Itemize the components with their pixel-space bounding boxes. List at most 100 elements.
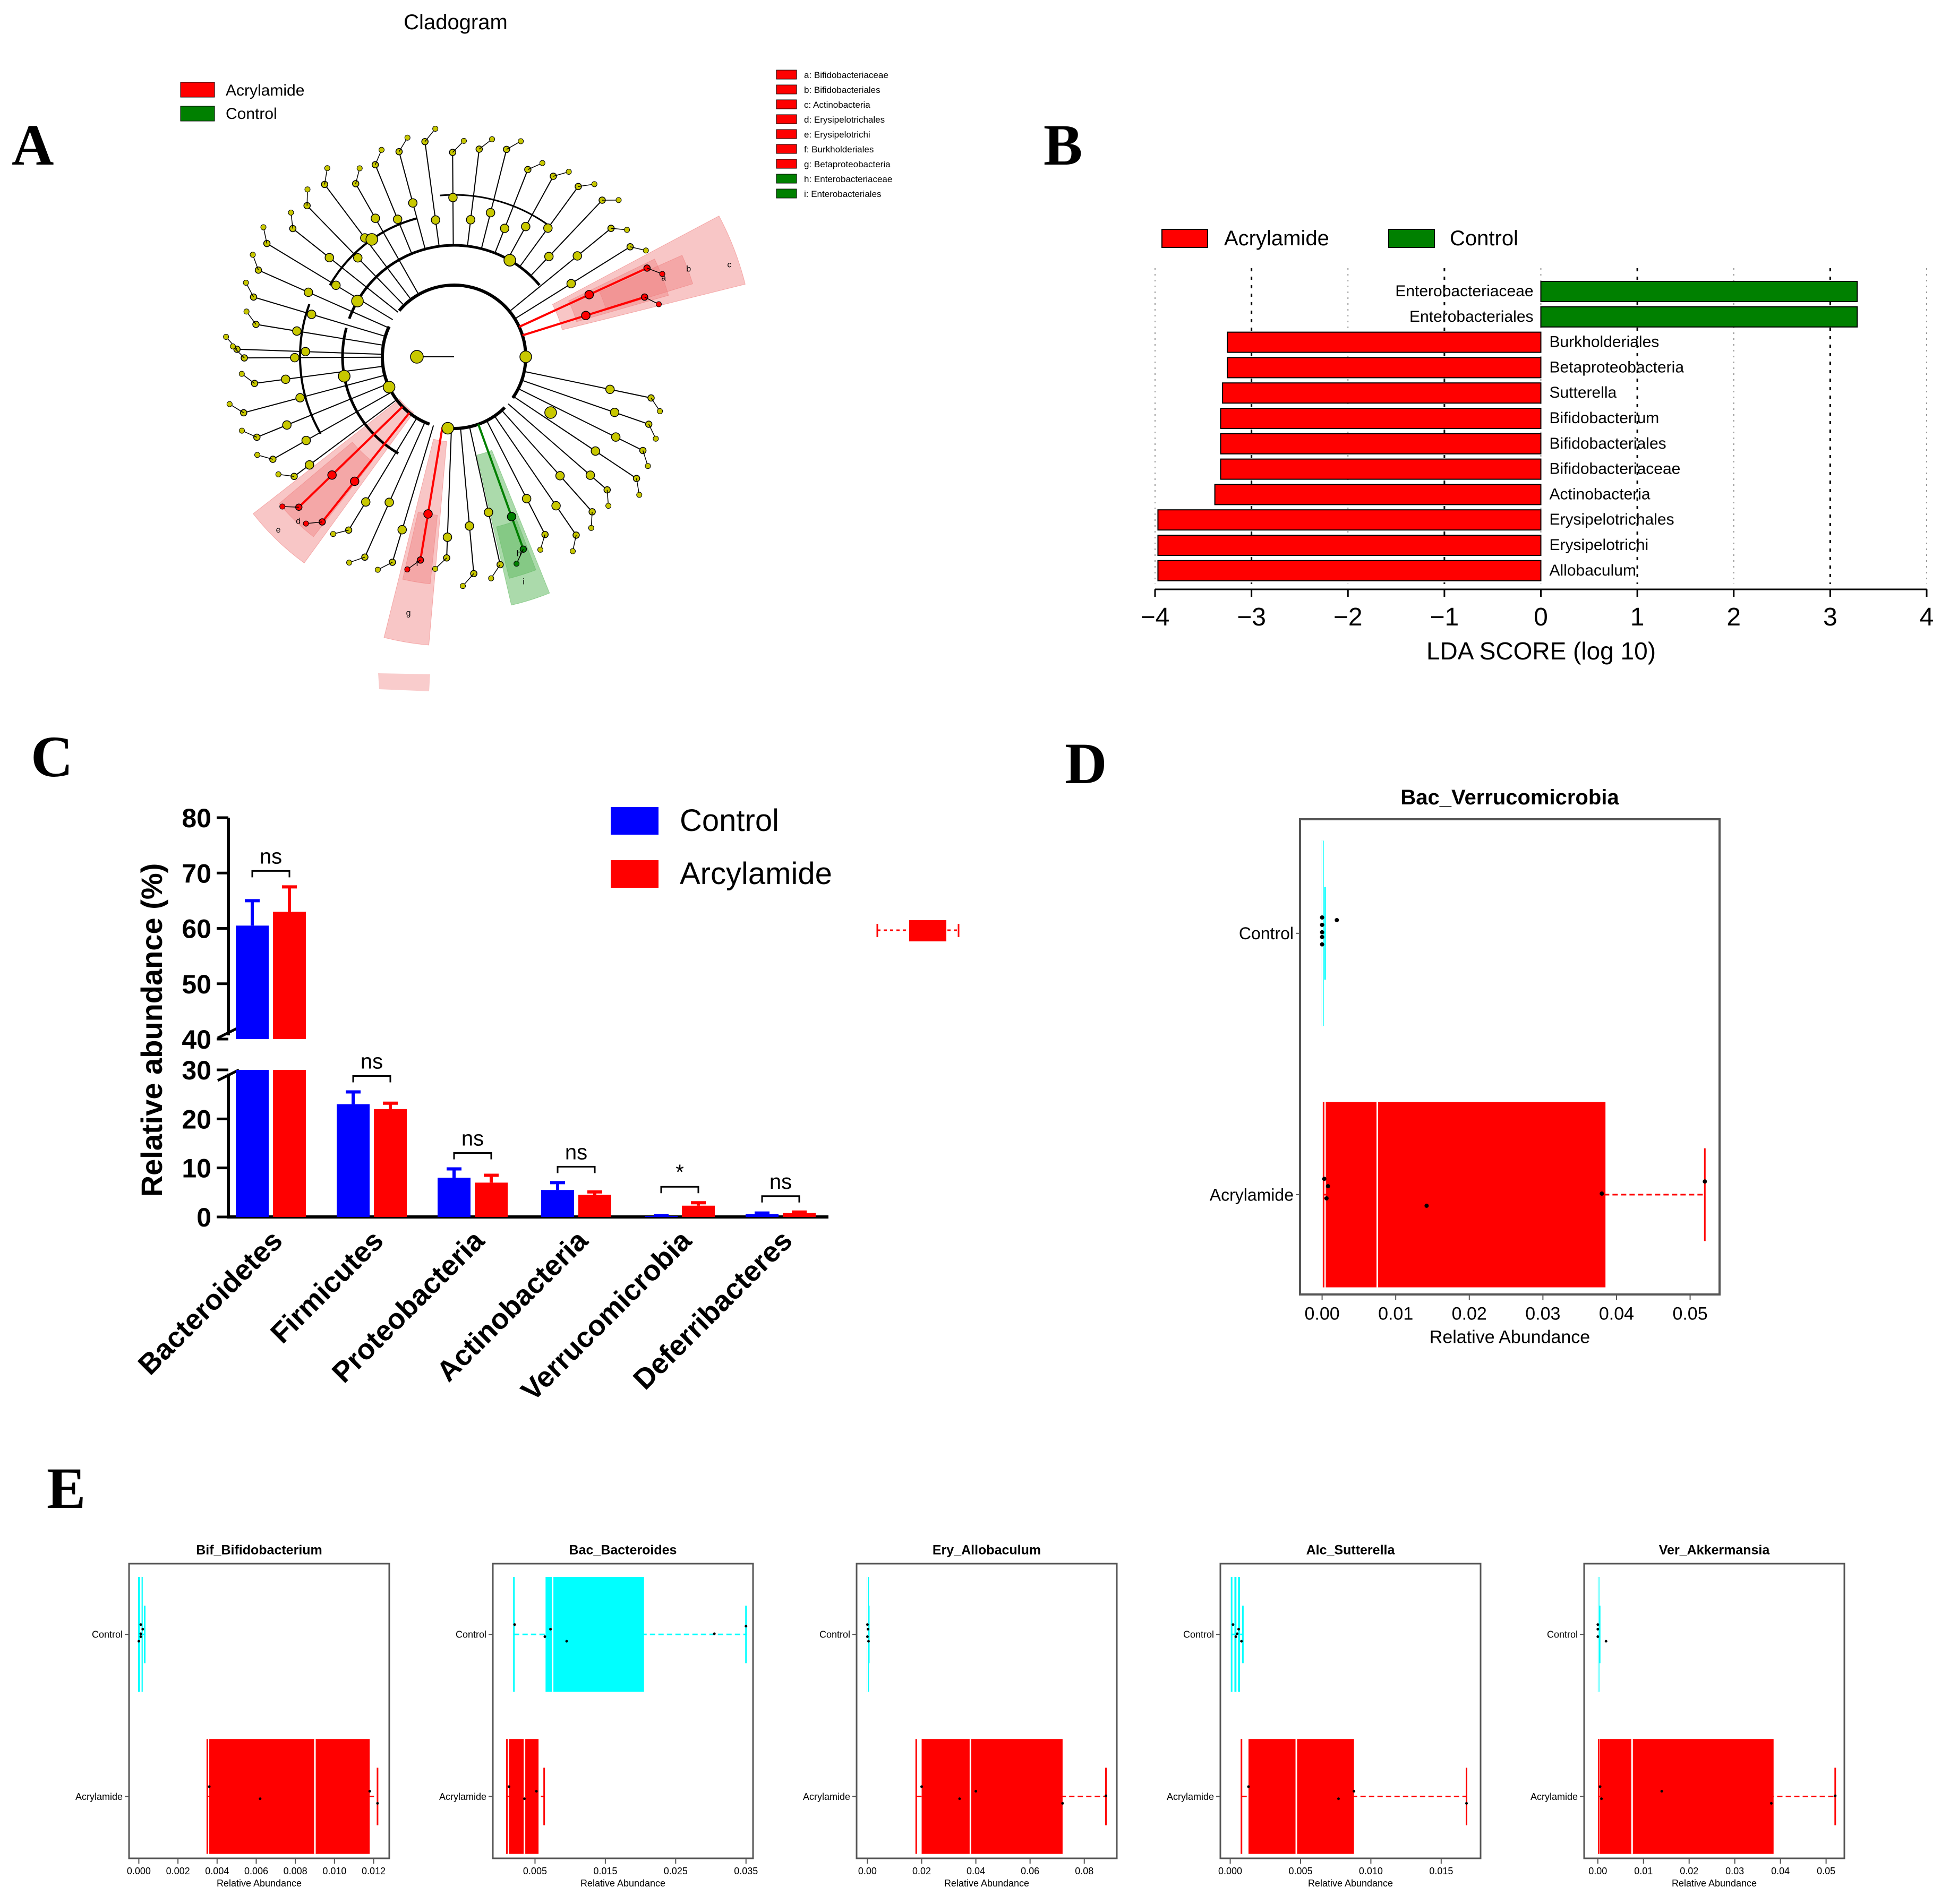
- boxplot-x-tick-label: 0.000: [127, 1866, 151, 1876]
- lda-x-tick-label: −4: [1141, 603, 1170, 631]
- taxa-key-label: c: Actinobacteria: [804, 100, 870, 110]
- lda-x-tick-label: 3: [1823, 603, 1837, 631]
- boxplot-point: [1604, 1640, 1607, 1643]
- boxplot-group-label: Acrylamide: [1210, 1185, 1294, 1204]
- cladogram-node: [295, 393, 305, 402]
- cladogram-leaf: [404, 566, 411, 572]
- boxplot-point: [1335, 917, 1339, 922]
- taxa-key-label: e: Erysipelotrichi: [804, 130, 870, 140]
- cladogram-node: [303, 287, 313, 297]
- cladogram-node: [585, 470, 595, 480]
- cladogram-node: [448, 193, 458, 202]
- cladogram-leaf: [346, 560, 353, 566]
- lda-bar-label: Actinobacteria: [1550, 485, 1651, 503]
- boxplot-point: [507, 1785, 510, 1788]
- panel-label-b: B: [1044, 113, 1082, 177]
- panel-label-a: A: [12, 113, 54, 177]
- abundance-category-label: Verrucomicrobia: [515, 1224, 698, 1406]
- cladogram-branch: [460, 428, 475, 574]
- lda-x-tick-label: −3: [1237, 603, 1266, 631]
- lda-x-tick-label: 0: [1534, 603, 1548, 631]
- boxplot-x-tick-label: 0.08: [1075, 1866, 1093, 1876]
- taxa-key-swatch: [776, 114, 797, 124]
- lda-x-tick-label: 2: [1726, 603, 1741, 631]
- boxplot-x-tick-label: 0.04: [1771, 1866, 1790, 1876]
- taxa-key-label: b: Bifidobacteriales: [804, 85, 880, 95]
- boxplot-x-axis-label: Relative Abundance: [1430, 1327, 1590, 1348]
- abundance-significance-label: ns: [260, 845, 282, 868]
- boxplot-group-label: Acrylamide: [439, 1791, 486, 1802]
- cladogram-leaf: [615, 197, 622, 203]
- boxplot-group-label: Control: [819, 1629, 850, 1640]
- boxplot-point: [1234, 1635, 1237, 1639]
- cladogram-node: [544, 406, 557, 419]
- abundance-bar: [541, 1190, 574, 1217]
- cladogram-leaf: [239, 427, 245, 434]
- boxplot-point: [1324, 1196, 1329, 1201]
- taxa-key-swatch: [776, 70, 797, 80]
- cladogram-branch: [243, 374, 385, 414]
- boxplot-x-tick-label: 0.010: [322, 1866, 346, 1876]
- boxplot-point: [1834, 1794, 1837, 1797]
- boxplot-point: [1353, 1790, 1356, 1793]
- boxplot-title: Bac_Bacteroides: [569, 1543, 677, 1558]
- boxplot-x-tick-label: 0.010: [1359, 1866, 1383, 1876]
- abundance-legend-control: Control: [680, 803, 779, 838]
- boxplot-x-tick-label: 0.015: [1429, 1866, 1453, 1876]
- boxplot-title: Ery_Allobaculum: [933, 1543, 1041, 1558]
- cladogram-branch: [299, 304, 322, 434]
- abundance-bar: [783, 1213, 816, 1217]
- cladogram-leaf: [655, 301, 662, 307]
- boxplot-point: [1320, 915, 1324, 920]
- boxplot-e2: Bac_Bacteroides Control Acrylamide 0.005 0.0…: [439, 1543, 758, 1889]
- abundance-bar: [273, 1070, 306, 1217]
- boxplot-box: [1248, 1739, 1354, 1854]
- cladogram-branch: [355, 183, 420, 295]
- cladogram-leaf: [260, 224, 267, 230]
- boxplot-x-tick-label: 0.006: [244, 1866, 268, 1876]
- boxplot-group-label: Control: [456, 1629, 486, 1640]
- cladogram-node: [361, 497, 371, 507]
- cladogram-node: [282, 420, 292, 430]
- boxplot-x-tick-label: 0.02: [1680, 1866, 1698, 1876]
- lda-bar-label: Erysipelotrichales: [1550, 511, 1674, 528]
- cladogram-leaf: [279, 503, 286, 510]
- boxplot-x-tick-label: 0.002: [166, 1866, 190, 1876]
- lda-x-axis-label: LDA SCORE (log 10): [1426, 637, 1656, 665]
- cladogram-leaf: [432, 125, 439, 132]
- cladogram-leaf: [588, 525, 594, 531]
- cladogram-branch: [364, 422, 426, 558]
- cladogram-node: [351, 295, 364, 307]
- boxplot-point: [1247, 1785, 1250, 1788]
- boxplot-point: [1320, 942, 1324, 947]
- cladogram-panel: Cladogram Acrylamide Control a: Bifidoba…: [180, 11, 892, 691]
- cladogram-node: [521, 494, 532, 503]
- boxplot-point: [208, 1785, 211, 1788]
- cladogram-highlight-wedge: [568, 259, 669, 322]
- boxplot-x-tick-label: 0.00: [1304, 1303, 1339, 1324]
- boxplot-point: [1326, 1184, 1330, 1189]
- boxplot-point: [713, 1632, 716, 1635]
- cladogram-leaf: [303, 520, 309, 527]
- cladogram-wedge-letter: a: [661, 273, 666, 282]
- boxplot-point: [1596, 1635, 1600, 1639]
- boxplot-group-label: Control: [92, 1629, 123, 1640]
- panel-label-d: D: [1065, 731, 1107, 796]
- cladogram-leaf: [374, 567, 381, 573]
- boxplot-point: [1600, 1797, 1603, 1800]
- boxplot-x-tick-label: 0.000: [1218, 1866, 1242, 1876]
- abundance-bar: [236, 925, 269, 1039]
- boxplot-x-tick-label: 0.005: [1288, 1866, 1312, 1876]
- cladogram-branch: [486, 420, 546, 535]
- taxa-key-swatch: [776, 174, 797, 184]
- cladogram-leaf: [624, 227, 630, 233]
- lda-bar-label: Allobaculum: [1550, 562, 1636, 579]
- boxplot-x-tick-label: 0.02: [912, 1866, 931, 1876]
- abundance-legend-control-swatch: [611, 807, 659, 835]
- abundance-significance-bracket: [557, 1165, 596, 1173]
- cladogram-highlight-wedge: [552, 216, 746, 330]
- boxplot-x-tick-label: 0.03: [1725, 1866, 1744, 1876]
- boxplot-group-label: Acrylamide: [1167, 1791, 1214, 1802]
